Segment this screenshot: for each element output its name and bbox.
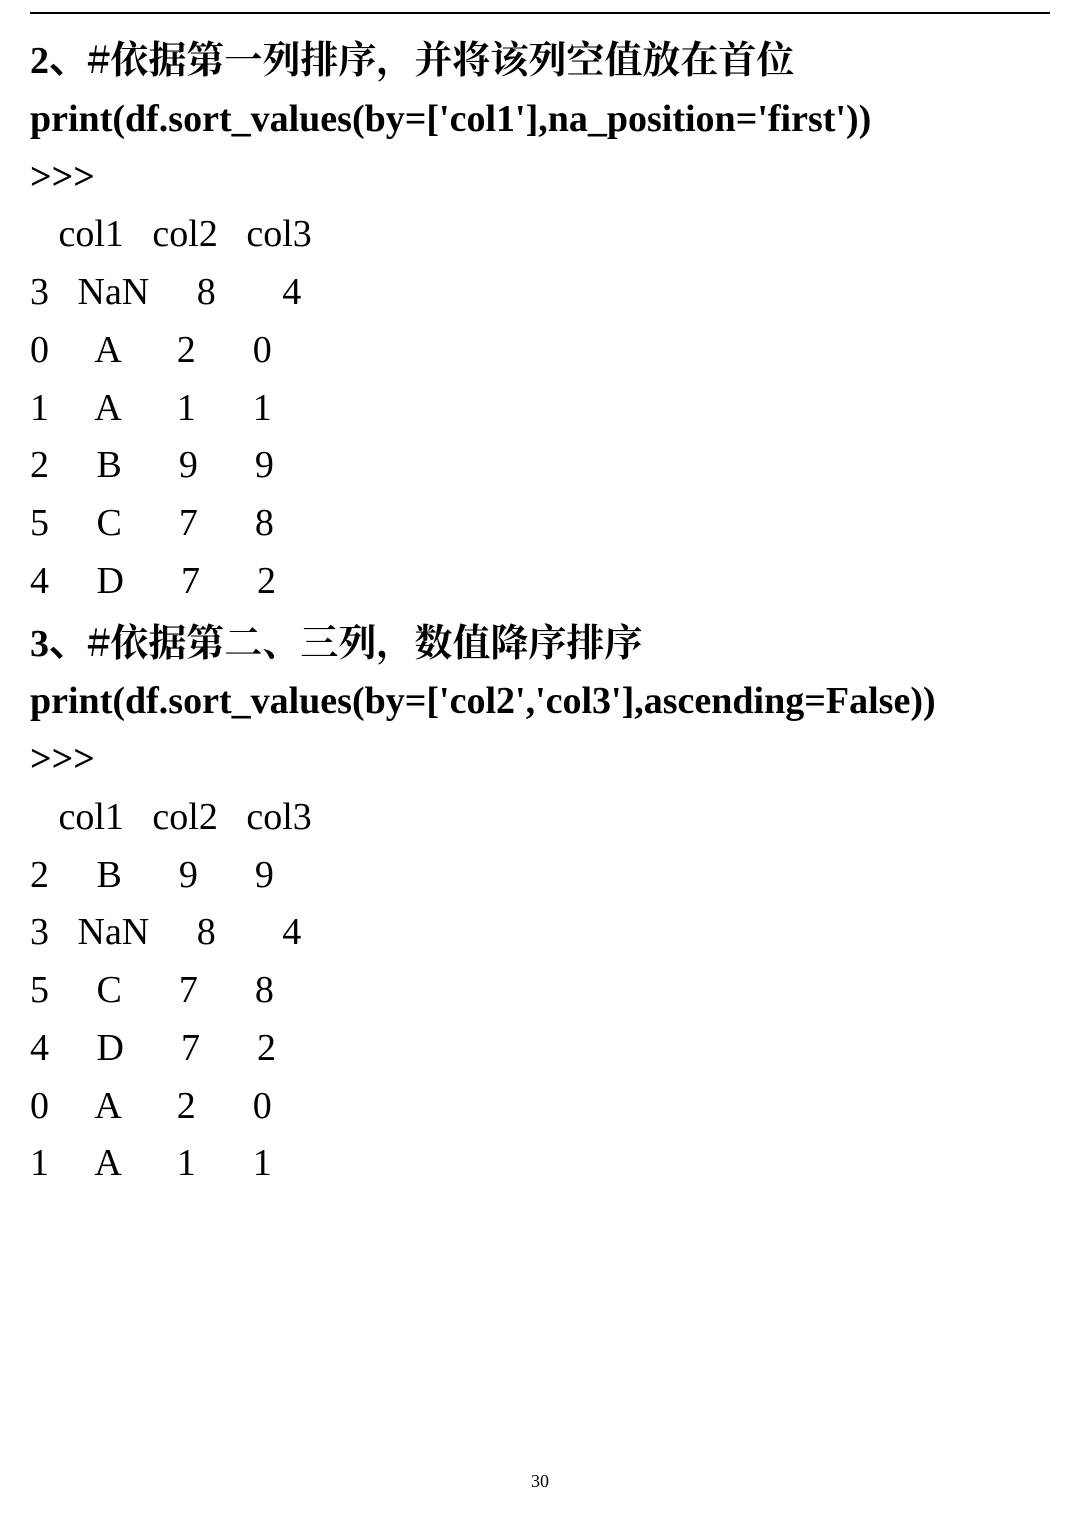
top-rule bbox=[30, 12, 1050, 14]
section1-prefix: 2、 bbox=[30, 40, 87, 82]
section2-rows: 2 B 9 93 NaN 8 45 C 7 84 D 7 20 A 2 01 A… bbox=[30, 847, 1050, 1194]
section2-prompt: >>> bbox=[30, 731, 1050, 789]
section2-prefix: 3、 bbox=[30, 623, 87, 665]
table-row: 0 A 2 0 bbox=[30, 322, 1050, 380]
table-row: 1 A 1 1 bbox=[30, 380, 1050, 438]
section2-header: col1 col2 col3 bbox=[30, 789, 1050, 847]
page-number: 30 bbox=[0, 1471, 1080, 1492]
section2-title: 3、#依据第二、三列，数值降序排序 bbox=[30, 611, 1050, 674]
table-row: 4 D 7 2 bbox=[30, 1020, 1050, 1078]
section1-code: print(df.sort_values(by=['col1'],na_posi… bbox=[30, 91, 1050, 149]
section2-title-text: #依据第二、三列，数值降序排序 bbox=[87, 612, 642, 667]
section2-code: print(df.sort_values(by=['col2','col3'],… bbox=[30, 673, 1050, 731]
table-row: 5 C 7 8 bbox=[30, 495, 1050, 553]
table-row: 3 NaN 8 4 bbox=[30, 264, 1050, 322]
table-row: 5 C 7 8 bbox=[30, 962, 1050, 1020]
section1-header: col1 col2 col3 bbox=[30, 206, 1050, 264]
section1-prompt: >>> bbox=[30, 149, 1050, 207]
section1-rows: 3 NaN 8 40 A 2 01 A 1 12 B 9 95 C 7 84 D… bbox=[30, 264, 1050, 611]
section1-title: 2、#依据第一列排序，并将该列空值放在首位 bbox=[30, 28, 1050, 91]
table-row: 3 NaN 8 4 bbox=[30, 904, 1050, 962]
section1-title-text: #依据第一列排序，并将该列空值放在首位 bbox=[87, 29, 794, 84]
table-row: 0 A 2 0 bbox=[30, 1078, 1050, 1136]
table-row: 4 D 7 2 bbox=[30, 553, 1050, 611]
table-row: 1 A 1 1 bbox=[30, 1135, 1050, 1193]
table-row: 2 B 9 9 bbox=[30, 437, 1050, 495]
table-row: 2 B 9 9 bbox=[30, 847, 1050, 905]
